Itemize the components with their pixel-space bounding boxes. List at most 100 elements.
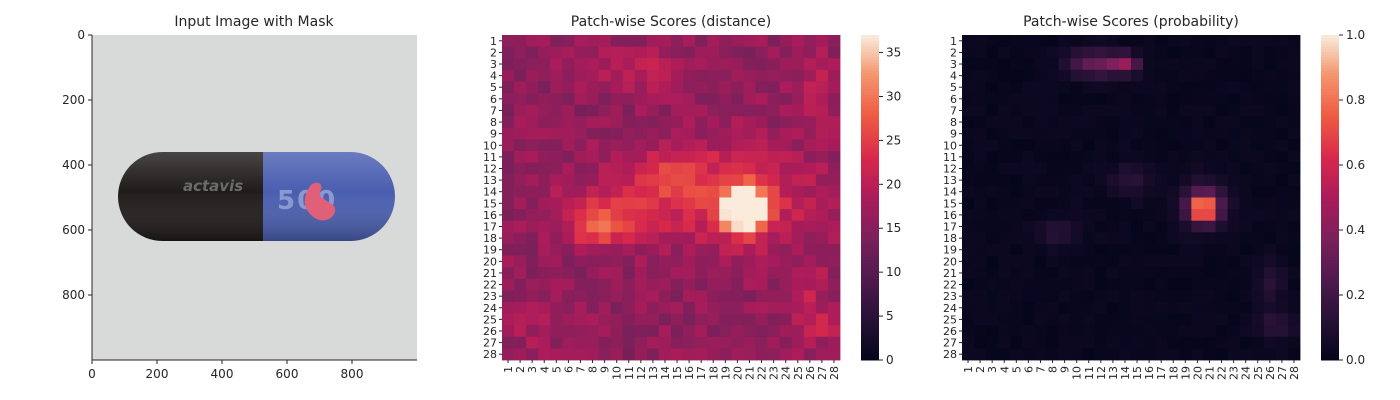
prob-cell [998,151,1011,164]
prob-cell [1058,139,1072,152]
prob-colorbar-segment [1321,324,1339,328]
dist-cell [538,104,551,117]
dist-cell [598,46,612,59]
dist-cell [707,174,720,187]
prob-cell [1082,127,1096,140]
dist-cell [538,69,551,82]
prob-cell [1191,93,1204,106]
dist-y-tick-label: 8 [490,116,497,129]
prob-cell [1010,81,1023,94]
prob-cell [974,336,987,349]
dist-cell [574,104,587,117]
dist-cell [502,69,515,82]
dist-cell [827,93,841,106]
prob-cell [1082,116,1096,129]
dist-colorbar-segment [861,273,879,277]
dist-cell [815,336,829,349]
prob-cell [1022,151,1035,164]
image-y-tick-label: 0 [77,28,85,42]
prob-colorbar-segment [1321,137,1339,142]
prob-cell [1143,301,1156,314]
prob-cell [1215,220,1228,233]
prob-cell [1263,116,1277,129]
dist-colorbar-segment [861,40,879,44]
prob-cell [1275,325,1289,338]
dist-cell [815,104,829,117]
prob-cell [1022,69,1035,82]
dist-y-tick-label: 1 [490,35,497,48]
prob-colorbar-segment [1321,132,1339,136]
prob-colorbar-segment [1321,59,1339,63]
prob-cell [962,185,975,198]
dist-cell [658,290,672,303]
prob-cell [1143,58,1156,71]
dist-cell [803,209,817,222]
dist-cell [803,81,817,94]
dist-cell [526,139,539,152]
prob-cell [1287,255,1301,268]
dist-cell [743,243,756,256]
dist-colorbar-segment [861,292,879,296]
prob-cell [974,185,987,198]
prob-cell [1082,151,1096,164]
prob-colorbar-segment [1321,78,1339,82]
dist-cell [550,209,563,222]
prob-cell [1022,278,1035,291]
dist-cell [562,336,575,349]
dist-colorbar-segment [861,156,879,161]
dist-colorbar-segment [861,83,879,87]
prob-cell [986,290,999,303]
prob-cell [1106,162,1120,175]
dist-cell [502,185,515,198]
dist-colorbar-segment [861,284,879,288]
prob-cell [986,243,999,256]
prob-colorbar-segment [1321,316,1339,320]
prob-cell [1179,104,1192,117]
prob-cell [1118,58,1132,71]
prob-cell [1118,35,1132,48]
prob-colorbar-segment [1321,205,1339,209]
prob-cell [1287,58,1301,71]
dist-cell [719,278,732,291]
prob-cell [1263,69,1277,82]
prob-cell [1034,162,1047,175]
prob-cell [1191,336,1204,349]
prob-cell [1070,255,1084,268]
prob-cell [1167,348,1180,361]
dist-cell [646,174,660,187]
prob-colorbar-segment [1321,262,1339,266]
prob-cell [1203,81,1216,94]
dist-cell [719,220,732,233]
dist-cell [695,151,708,164]
prob-cell [1167,35,1180,48]
prob-cell [1131,197,1144,210]
dist-y-tick-label: 25 [483,313,497,326]
prob-cell [1046,81,1059,94]
prob-cell [1058,162,1072,175]
prob-cell [1131,325,1144,338]
dist-cell [550,104,563,117]
dist-cell [574,278,587,291]
prob-cell [1239,46,1253,59]
dist-cell [610,255,624,268]
prob-cell [1082,93,1096,106]
dist-cell [598,313,612,326]
dist-colorbar-segment [861,300,879,304]
dist-cell [646,278,660,291]
dist-colorbar-segment [861,257,879,261]
dist-cell [586,93,599,106]
prob-colorbar-segment [1321,175,1339,180]
prob-cell [1046,139,1059,152]
dist-cell [731,174,744,187]
prob-cell [1058,220,1072,233]
prob-cell [998,197,1011,210]
dist-cell [827,116,841,129]
dist-cell [610,243,624,256]
dist-colorbar-segment [861,183,879,188]
dist-cell [634,336,648,349]
prob-cell [1118,301,1132,314]
prob-cell [998,336,1011,349]
prob-y-tick-label: 22 [943,279,957,292]
dist-cell [646,104,660,117]
prob-colorbar-segment [1321,48,1339,52]
